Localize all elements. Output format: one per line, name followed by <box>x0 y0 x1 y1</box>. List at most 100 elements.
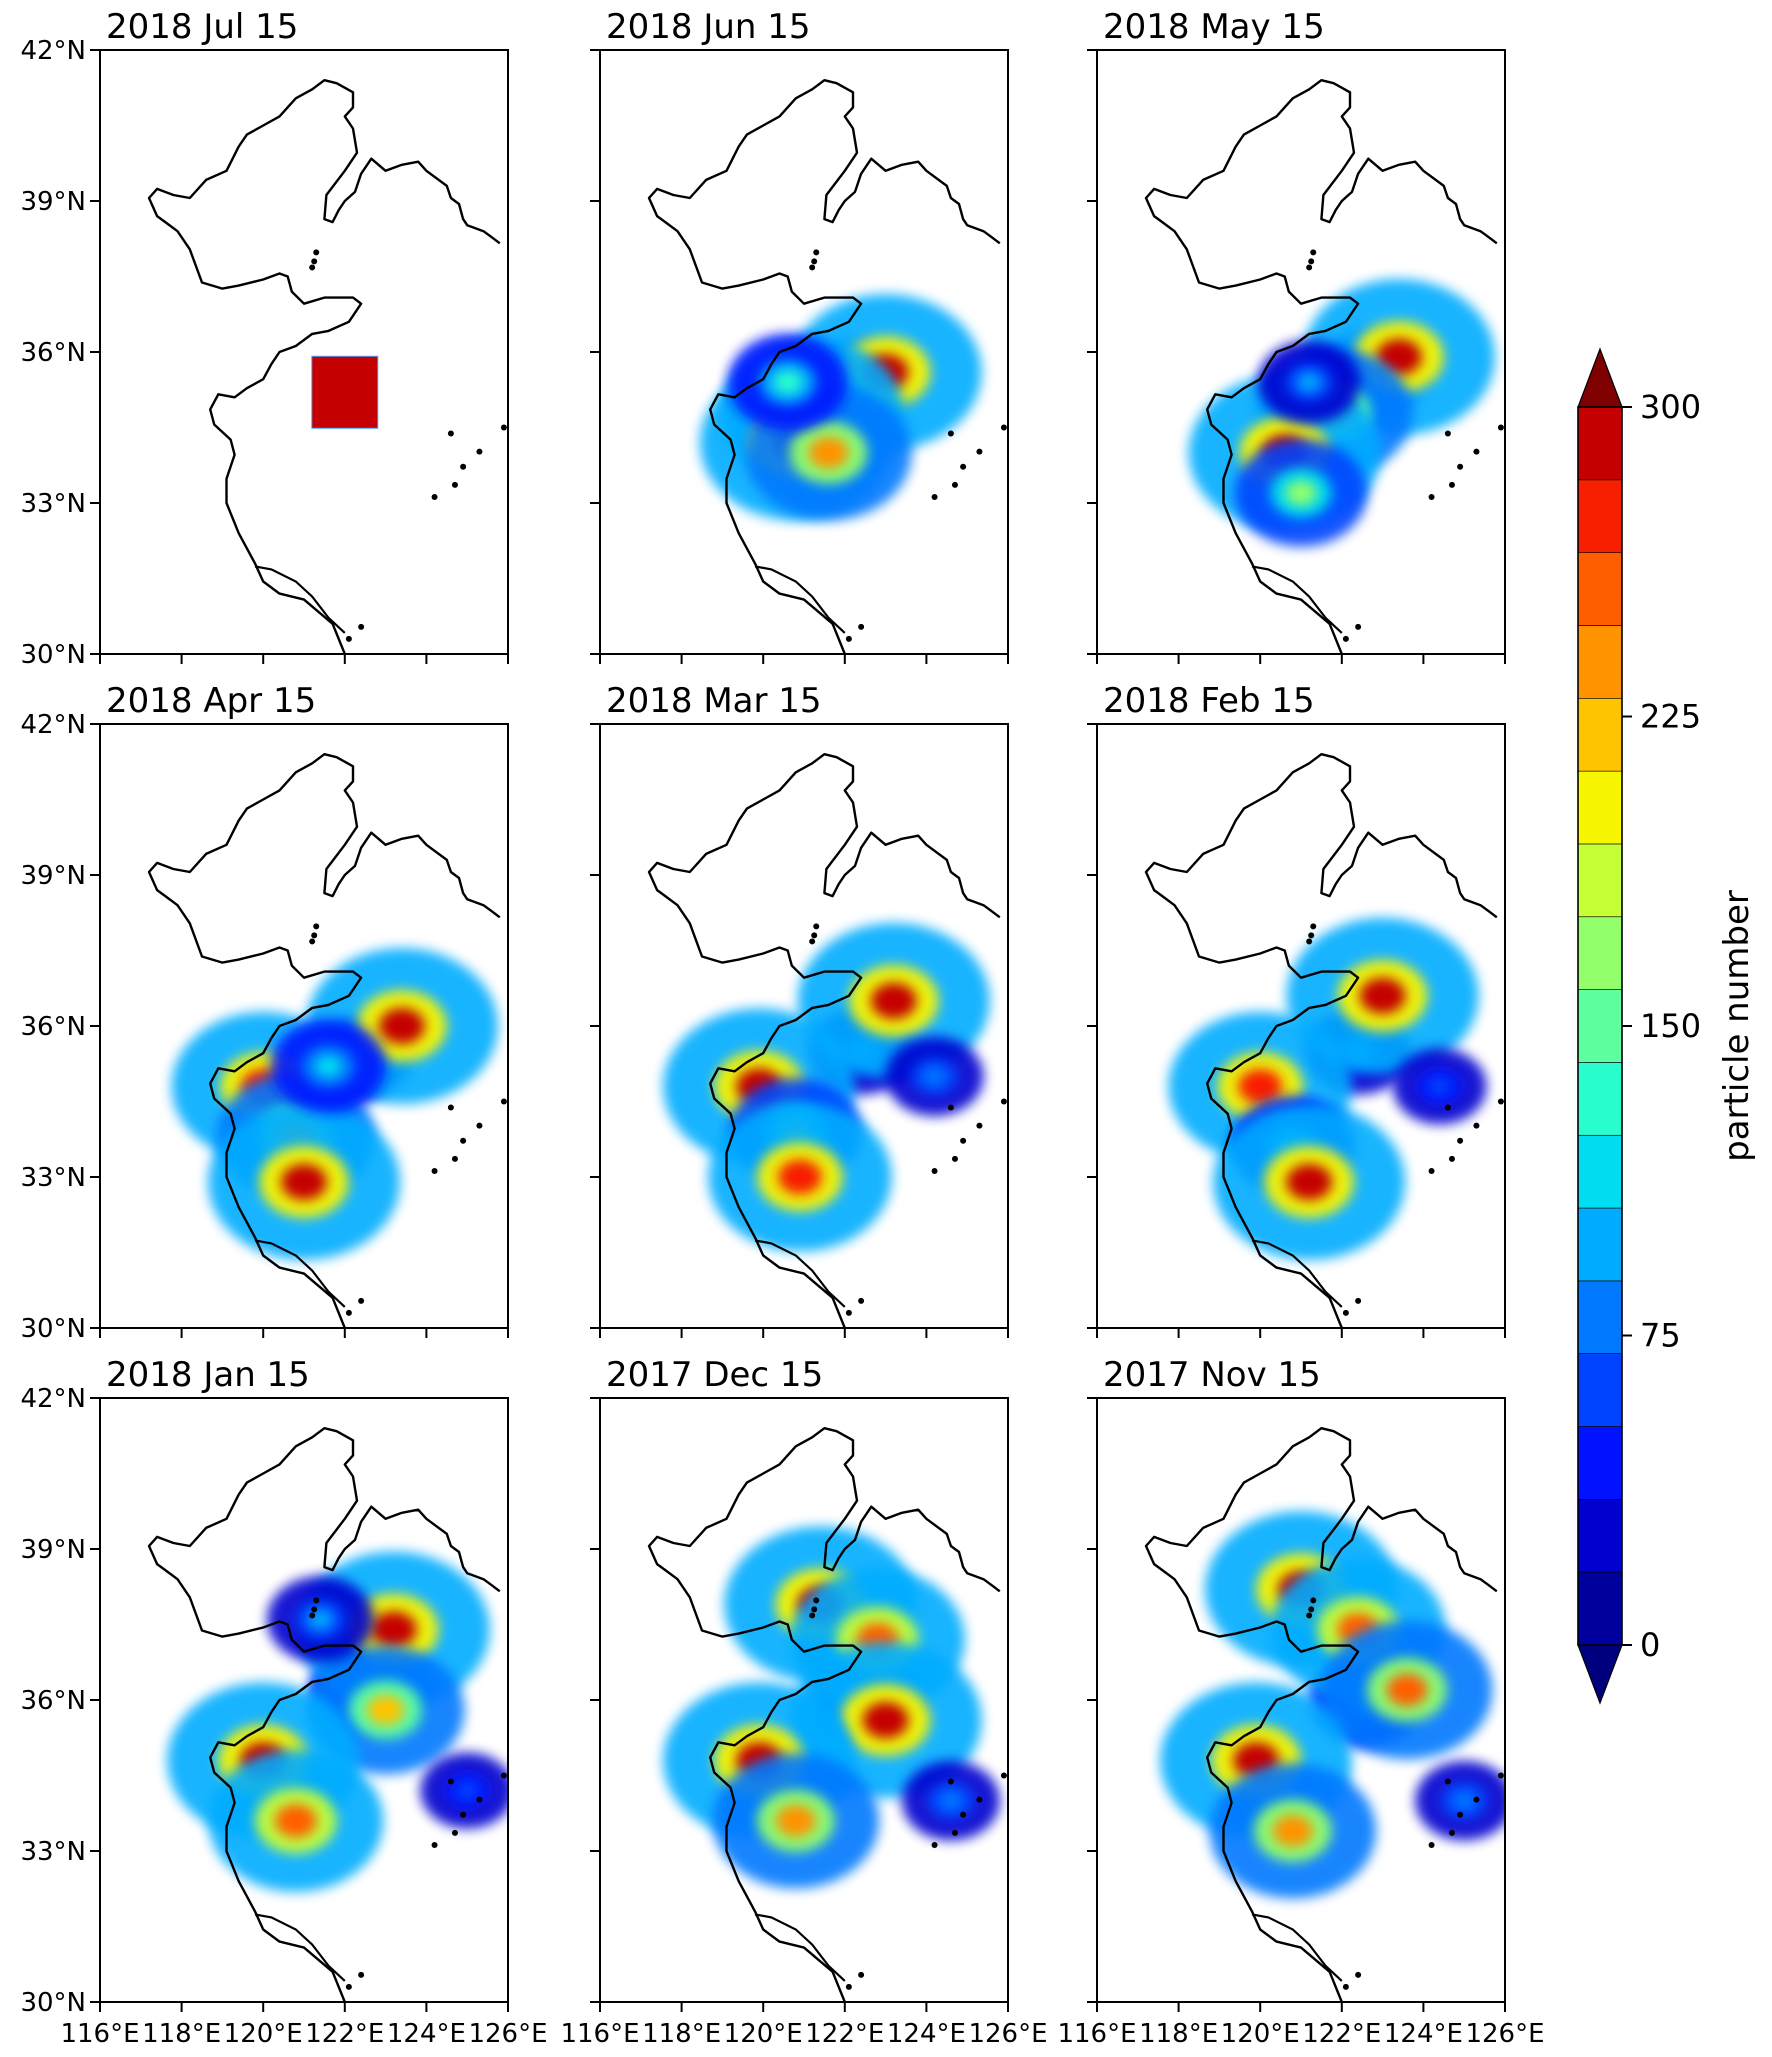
panel-title: 2018 Apr 15 <box>106 681 316 721</box>
lon-tick-label: 120°E <box>224 2019 303 2049</box>
lat-tick-label: 30°N <box>20 640 86 670</box>
particle-density-peak <box>1386 1673 1428 1706</box>
estuary-line <box>754 565 846 634</box>
colorbar-band <box>1577 697 1623 772</box>
island-marker <box>309 264 316 271</box>
island-marker <box>358 1971 365 1978</box>
island-marker <box>1310 249 1317 256</box>
island-marker <box>451 1155 458 1162</box>
coastline <box>647 753 1001 1328</box>
island-marker <box>1428 493 1435 500</box>
island-marker <box>1000 1772 1007 1779</box>
map-panel: 2017 Dec 15 116°E 118°E 120°E 122°E 124°E 126°… <box>560 1355 1047 2049</box>
particle-density-peak <box>1286 1164 1332 1201</box>
particle-density-peak <box>922 1067 947 1086</box>
panel-title: 2018 Jun 15 <box>606 7 811 47</box>
lat-tick-label: 42°N <box>20 36 86 66</box>
lon-tick-label: 116°E <box>1057 2019 1136 2049</box>
lon-tick-label: 122°E <box>305 2019 384 2049</box>
particle-density-peak <box>1428 1077 1451 1096</box>
colorbar-under-extension <box>1577 1644 1623 1705</box>
island-marker <box>1355 623 1362 630</box>
map-panel: 2018 Mar 15 <box>590 681 1009 1338</box>
map-panel: 2017 Nov 15 116°E 118°E 120°E 122°E 124°E 126°… <box>1057 1355 1544 2049</box>
island-marker <box>1342 1983 1349 1990</box>
island-marker <box>947 1778 954 1785</box>
panel-title: 2017 Dec 15 <box>606 1355 823 1395</box>
island-marker <box>976 448 983 455</box>
island-marker <box>431 1167 438 1174</box>
particle-density-peak <box>1273 1815 1313 1847</box>
particle-density-peak <box>379 1008 425 1044</box>
coastline <box>647 78 1001 654</box>
particle-density-peak <box>1359 977 1406 1014</box>
island-marker <box>447 430 454 437</box>
island-marker <box>976 1122 983 1129</box>
island-marker <box>358 1297 365 1304</box>
island-marker <box>813 923 820 930</box>
panel-title: 2018 Jul 15 <box>106 7 298 47</box>
estuary-line <box>754 1913 846 1982</box>
estuary-line <box>1251 1913 1343 1982</box>
colorbar-over-extension <box>1577 347 1623 408</box>
island-marker <box>309 938 316 945</box>
map-panel: 2018 Jul 15 42°N 39°N 36°N 33°N 30°N <box>20 7 509 670</box>
lon-tick-label: 126°E <box>1465 2019 1544 2049</box>
panel-title: 2018 May 15 <box>1103 7 1325 47</box>
lon-tick-label: 116°E <box>560 2019 639 2049</box>
coastline <box>147 1426 501 2002</box>
colorbar-band <box>1577 770 1623 845</box>
lat-tick-label: 33°N <box>20 1163 86 1193</box>
colorbar-band <box>1577 916 1623 990</box>
island-marker <box>1444 1778 1451 1785</box>
island-marker <box>1342 635 1349 642</box>
lat-tick-label: 30°N <box>20 1314 86 1344</box>
coastline <box>647 1426 1001 2002</box>
island-marker <box>345 1309 352 1316</box>
island-marker <box>1448 1829 1455 1836</box>
island-marker <box>1310 1597 1317 1604</box>
colorbar-tick-label: 300 <box>1640 388 1701 426</box>
island-marker <box>1448 1155 1455 1162</box>
island-marker <box>960 463 967 470</box>
island-marker <box>931 1841 938 1848</box>
colorbar-band <box>1577 1571 1623 1646</box>
island-marker <box>951 481 958 488</box>
island-marker <box>813 249 820 256</box>
island-marker <box>313 1597 320 1604</box>
island-marker <box>313 923 320 930</box>
island-marker <box>858 1971 865 1978</box>
island-marker <box>931 1167 938 1174</box>
island-marker <box>809 938 816 945</box>
island-marker <box>1444 430 1451 437</box>
island-marker <box>476 448 483 455</box>
panel-title: 2018 Feb 15 <box>1103 681 1315 721</box>
island-marker <box>431 1841 438 1848</box>
island-marker <box>447 1778 454 1785</box>
particle-density-peak <box>370 1611 417 1648</box>
island-marker <box>309 1612 316 1619</box>
colorbar-band <box>1577 479 1623 553</box>
colorbar-band <box>1577 1280 1623 1355</box>
lat-tick-label: 39°N <box>20 1535 86 1565</box>
island-marker <box>431 493 438 500</box>
lon-tick-label: 126°E <box>968 2019 1047 2049</box>
island-marker <box>1457 1811 1464 1818</box>
colorbar-tick-label: 0 <box>1640 1626 1660 1664</box>
particle-density-peak <box>366 1695 405 1725</box>
coastline <box>147 78 501 654</box>
island-marker <box>1308 932 1315 939</box>
panel-title: 2017 Nov 15 <box>1103 1355 1321 1395</box>
island-marker <box>358 623 365 630</box>
island-marker <box>1497 424 1504 431</box>
island-marker <box>845 635 852 642</box>
map-panel: 2018 May 15 <box>1087 7 1506 664</box>
map-panel: 2018 Apr 15 42°N 39°N 36°N 33°N 30°N <box>20 681 509 1344</box>
colorbar-title: particle number <box>1717 890 1757 1162</box>
colorbar-tick-label: 75 <box>1640 1317 1681 1355</box>
island-marker <box>311 932 318 939</box>
island-marker <box>500 424 507 431</box>
estuary-line <box>1251 1239 1343 1308</box>
estuary-line <box>254 1913 346 1982</box>
island-marker <box>1497 1772 1504 1779</box>
